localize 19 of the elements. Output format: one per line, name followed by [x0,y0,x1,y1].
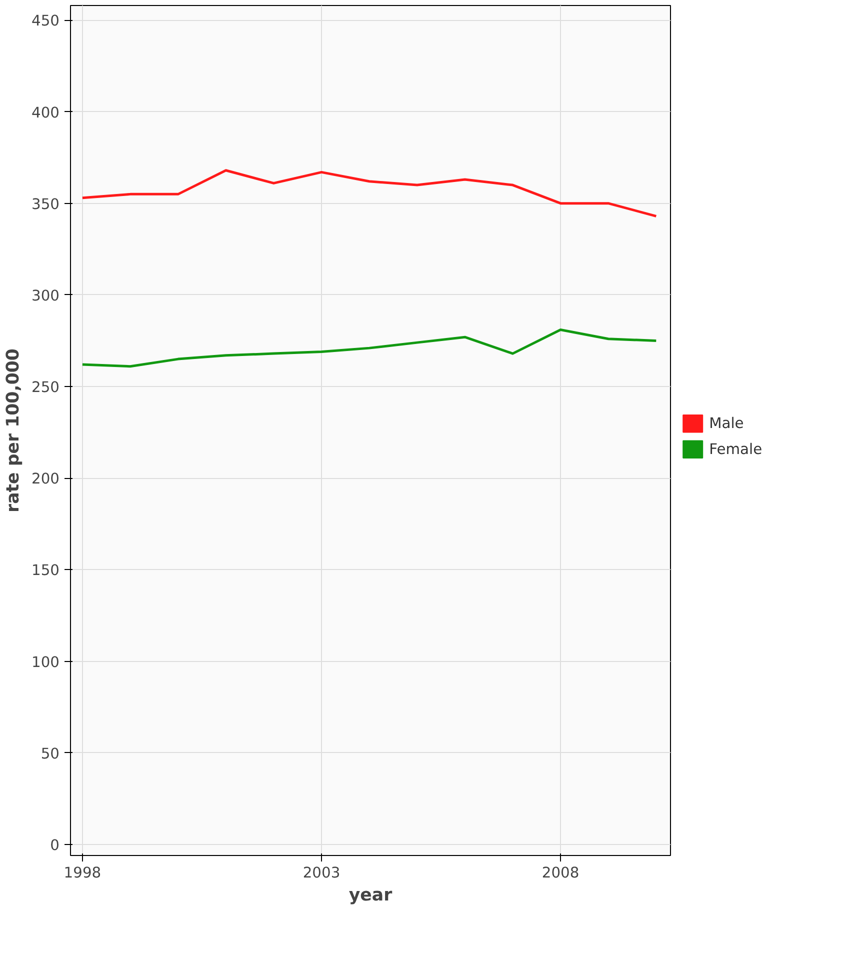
y-tick-label: 200 [32,470,60,488]
line-series [81,169,658,218]
y-tick-label: 400 [32,104,60,122]
y-tick-label: 50 [40,745,60,762]
y-tick-label: 100 [32,654,60,671]
x-tick-label: 2008 [542,864,580,882]
y-tick-label: 350 [32,196,60,213]
y-tick-label: 300 [32,287,60,304]
x-axis-title: year [348,886,393,906]
legend-label: Male [709,415,744,432]
y-tick-label: 450 [32,12,60,30]
legend-label: Female [709,440,762,458]
x-tick-label: 1998 [64,864,102,882]
y-axis-title: rate per 100,000 [4,348,24,512]
y-tick-label: 150 [32,562,60,580]
y-tick-label: 0 [50,837,60,854]
y-tick-label: 250 [32,379,60,396]
x-tick-label: 2003 [302,864,340,882]
line-series [81,328,658,368]
